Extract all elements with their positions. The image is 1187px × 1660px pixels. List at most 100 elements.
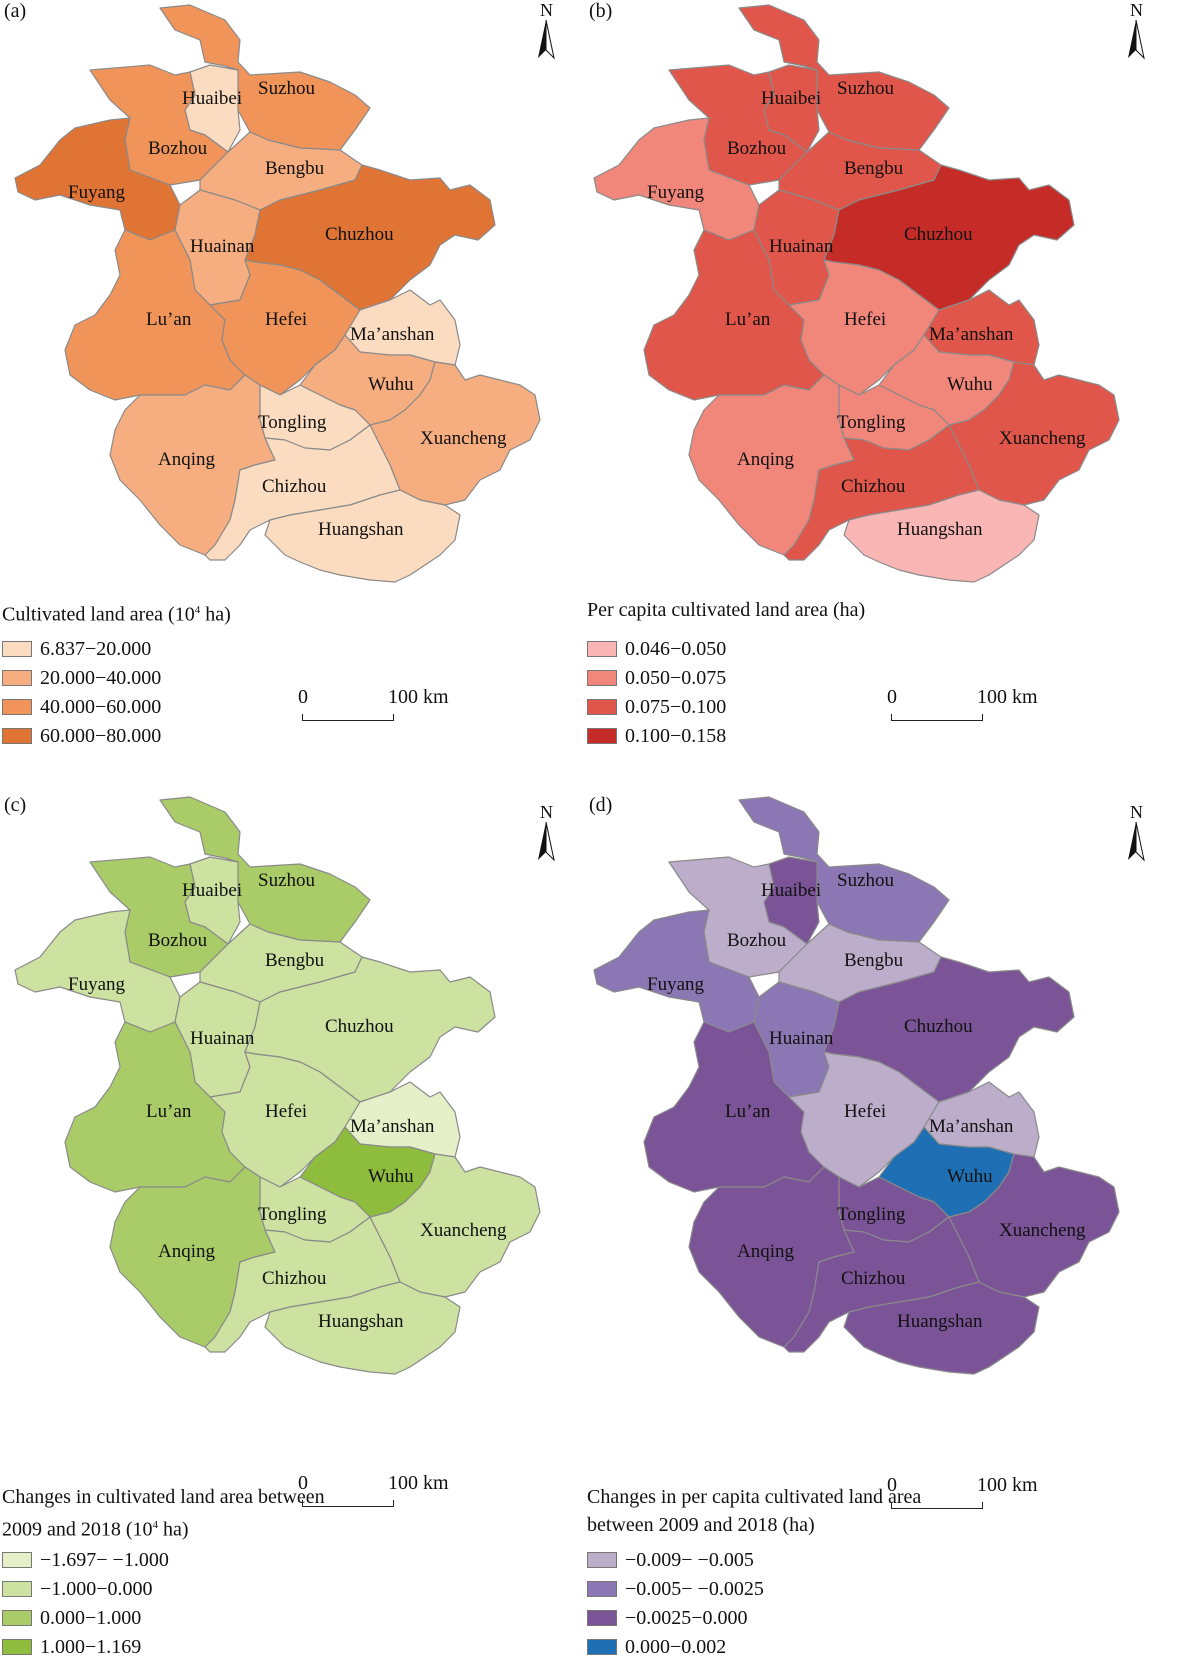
panel-label: (a) — [4, 0, 27, 22]
scale-bar-line — [302, 1500, 394, 1507]
city-label: Xuancheng — [999, 428, 1086, 449]
legend-item: 1.000−1.169 — [2, 1634, 141, 1660]
legend-label: −1.000−0.000 — [40, 1577, 153, 1600]
city-label: Fuyang — [647, 974, 705, 995]
city-label: Suzhou — [837, 870, 895, 891]
scale-bar: 0 100 km — [887, 1474, 1067, 1514]
legend-item: 0.000−0.002 — [587, 1634, 726, 1660]
region-suzhou — [738, 796, 950, 943]
city-label: Bengbu — [265, 158, 325, 179]
city-label: Anqing — [737, 449, 795, 470]
legend-label: 0.000−1.000 — [40, 1606, 142, 1629]
legend-title: Cultivated land area (104 ha) — [2, 603, 231, 626]
city-label: Bozhou — [727, 930, 787, 951]
city-label: Chuzhou — [904, 224, 973, 245]
scale-end-label: 100 km — [977, 1474, 1038, 1496]
map-panel-d: (d) Huaibei Suzhou Bozhou Bengbu Fuyang Huaina… — [585, 790, 1185, 1658]
scale-zero-label: 0 — [887, 1474, 897, 1496]
legend-swatch — [2, 699, 32, 715]
panel-label: (b) — [589, 0, 613, 22]
legend-item: 20.000−40.000 — [2, 665, 161, 691]
scale-zero-label: 0 — [298, 686, 308, 708]
city-label: Ma’anshan — [350, 1116, 435, 1137]
legend-item: −0.0025−0.000 — [587, 1605, 748, 1631]
city-label: Hefei — [844, 1101, 886, 1122]
scale-zero-label: 0 — [887, 686, 897, 708]
city-label: Chuzhou — [325, 1016, 394, 1037]
legend-label: 0.050−0.075 — [625, 666, 727, 689]
panel-label: (d) — [589, 794, 613, 816]
city-label: Lu’an — [725, 1101, 771, 1122]
legend-label: 0.100−0.158 — [625, 724, 727, 747]
city-label: Chizhou — [841, 476, 906, 497]
city-label: Huangshan — [318, 519, 404, 540]
legend-label: 60.000−80.000 — [40, 724, 162, 747]
city-label: Xuancheng — [999, 1220, 1086, 1241]
legend-swatch — [587, 1552, 617, 1568]
legend-item: −0.009− −0.005 — [587, 1547, 754, 1573]
region-huangshan — [843, 1281, 1040, 1375]
legend-swatch — [2, 1552, 32, 1568]
city-label: Huaibei — [182, 880, 242, 901]
city-label: Tongling — [837, 1204, 906, 1225]
legend-item: 0.050−0.075 — [587, 665, 726, 691]
region-huangshan — [264, 1281, 461, 1375]
scale-end-label: 100 km — [388, 1472, 449, 1494]
city-label: Chizhou — [262, 476, 327, 497]
scale-bar: 0 100 km — [298, 1472, 478, 1512]
legend-label: 1.000−1.169 — [40, 1635, 142, 1658]
legend-swatch — [2, 1581, 32, 1597]
city-label: Anqing — [158, 449, 216, 470]
choropleth-map: Huaibei Suzhou Bozhou Bengbu Fuyang Huainan Ch… — [593, 796, 1120, 1375]
city-label: Lu’an — [146, 1101, 192, 1122]
city-label: Huaibei — [761, 880, 821, 901]
legend-title: Per capita cultivated land area (ha) — [587, 599, 866, 621]
city-label: Fuyang — [647, 182, 705, 203]
legend-item: 0.046−0.050 — [587, 636, 726, 662]
north-arrow-icon: N — [1122, 0, 1152, 64]
legend-label: 0.075−0.100 — [625, 695, 727, 718]
legend-label: 40.000−60.000 — [40, 695, 162, 718]
city-label: Hefei — [265, 309, 307, 330]
city-label: Huainan — [190, 1028, 255, 1049]
legend-label: −0.0025−0.000 — [625, 1606, 748, 1629]
legend-swatch — [587, 1639, 617, 1655]
city-label: Suzhou — [837, 78, 895, 99]
city-label: Huangshan — [897, 1311, 983, 1332]
panel-label: (c) — [4, 794, 27, 816]
city-label: Wuhu — [368, 374, 414, 395]
legend-title: Changes in cultivated land area between 2… — [2, 1486, 325, 1541]
choropleth-map: Huaibei Suzhou Bozhou Bengbu Fuyang Huainan Ch… — [593, 4, 1120, 583]
city-label: Huainan — [769, 1028, 834, 1049]
north-arrow-icon: N — [532, 0, 562, 64]
city-label: Fuyang — [68, 974, 126, 995]
north-arrow-shape — [538, 19, 555, 60]
legend-item: −0.005− −0.0025 — [587, 1576, 764, 1602]
legend-item: 0.100−0.158 — [587, 723, 726, 749]
city-label: Bengbu — [844, 950, 904, 971]
scale-zero-label: 0 — [298, 1472, 308, 1494]
city-label: Bozhou — [148, 930, 208, 951]
city-label: Chuzhou — [904, 1016, 973, 1037]
legend-label: 6.837−20.000 — [40, 637, 152, 660]
region-huangshan — [264, 489, 461, 583]
city-label: Chuzhou — [325, 224, 394, 245]
city-label: Tongling — [837, 412, 906, 433]
city-label: Huainan — [190, 236, 255, 257]
city-label: Huangshan — [897, 519, 983, 540]
city-label: Huangshan — [318, 1311, 404, 1332]
map-panel-a: (a) Huaibei Suzhou Bozhou Bengbu Fuyang Huaina… — [0, 0, 590, 800]
city-label: Lu’an — [146, 309, 192, 330]
north-arrow-shape — [538, 821, 555, 862]
city-label: Huaibei — [182, 88, 242, 109]
legend-item: 0.000−1.000 — [2, 1605, 141, 1631]
map-panel-b: (b) Huaibei Suzhou Bozhou Bengbu Fuyang Huaina… — [585, 0, 1185, 800]
north-label: N — [1130, 802, 1143, 822]
scale-bar: 0 100 km — [298, 686, 478, 726]
city-label: Anqing — [737, 1241, 795, 1262]
city-label: Bengbu — [844, 158, 904, 179]
north-arrow-icon: N — [1122, 802, 1152, 866]
legend-label: −0.009− −0.005 — [625, 1548, 754, 1571]
city-label: Suzhou — [258, 78, 316, 99]
legend-swatch — [587, 1581, 617, 1597]
